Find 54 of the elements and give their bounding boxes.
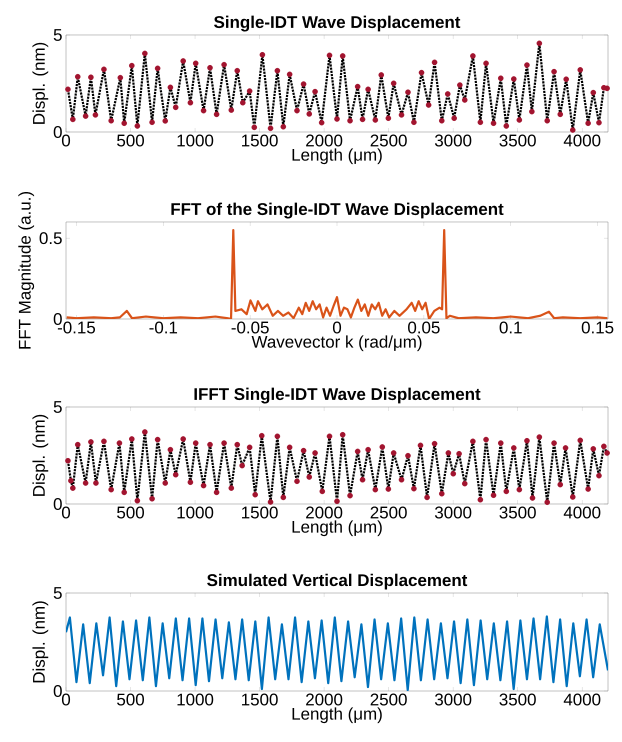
x-tick-label: 1000 [178,134,214,147]
y-axis-title: Displ. (nm) [32,601,48,682]
chart-title: Single-IDT Wave Displacement [214,16,460,32]
chart-title: IFFT Single-IDT Wave Displacement [194,388,480,404]
x-axis-title: Length (μm) [292,520,382,536]
x-tick-label: 0 [62,506,70,519]
x-tick-label: -0.05 [232,322,269,334]
y-tick-label: 0 [54,685,62,697]
x-tick-label: -0.1 [149,322,178,334]
y-tick-label: 5 [54,401,62,413]
y-axis-title: Displ. (nm) [32,414,48,496]
x-tick-label: 1500 [242,694,278,706]
x-tick-label: 500 [117,134,144,147]
y-tick-label: 5 [54,587,62,599]
x-tick-label: 2500 [370,506,407,519]
x-axis-title: Wavevector k (rad/μm) [252,335,422,352]
x-tick-label: 500 [117,694,144,706]
x-tick-label: 0.05 [408,322,440,334]
y-tick-label: 5 [54,29,62,41]
x-tick-label: 2000 [306,694,342,706]
x-tick-label: 4000 [564,134,600,147]
y-tick-label: 0 [54,126,62,138]
x-axis-title: Length (μm) [292,707,382,724]
x-tick-label: 2000 [306,506,342,519]
x-tick-label: 4000 [564,506,600,519]
x-tick-label: 0 [332,322,342,334]
x-tick-label: 1500 [242,506,278,519]
x-tick-label: 2500 [370,694,407,706]
x-tick-label: 3500 [499,694,536,706]
y-axis-title: Displ. (nm) [32,42,48,124]
line-series [66,615,608,691]
x-tick-label: 0.15 [582,322,614,334]
x-tick-label: 0 [62,134,70,147]
x-tick-label: 3000 [434,134,472,147]
x-tick-label: 1000 [178,506,214,519]
x-tick-label: 1000 [178,694,214,706]
y-axis-title: FFT Magnitude (a.u.) [18,192,34,349]
line-series [66,228,608,319]
x-tick-label: 1500 [242,134,278,147]
x-tick-label: 2500 [370,134,407,147]
x-tick-label: 4000 [564,694,600,706]
x-tick-label: 3500 [499,506,536,519]
y-tick-label: 0.5 [40,232,62,244]
x-tick-label: 2000 [306,134,342,147]
x-tick-label: 3500 [499,134,536,147]
x-tick-label: 500 [117,506,144,519]
chart-title: Simulated Vertical Displacement [207,574,468,590]
x-tick-label: 3000 [434,506,472,519]
x-tick-label: 3000 [434,694,472,706]
x-tick-label: 0 [62,694,70,706]
chart-title: FFT of the Single-IDT Wave Displacement [171,202,504,218]
x-tick-label: 0.1 [500,322,522,334]
x-axis-title: Length (μm) [292,148,382,164]
y-tick-label: 0 [54,498,62,510]
